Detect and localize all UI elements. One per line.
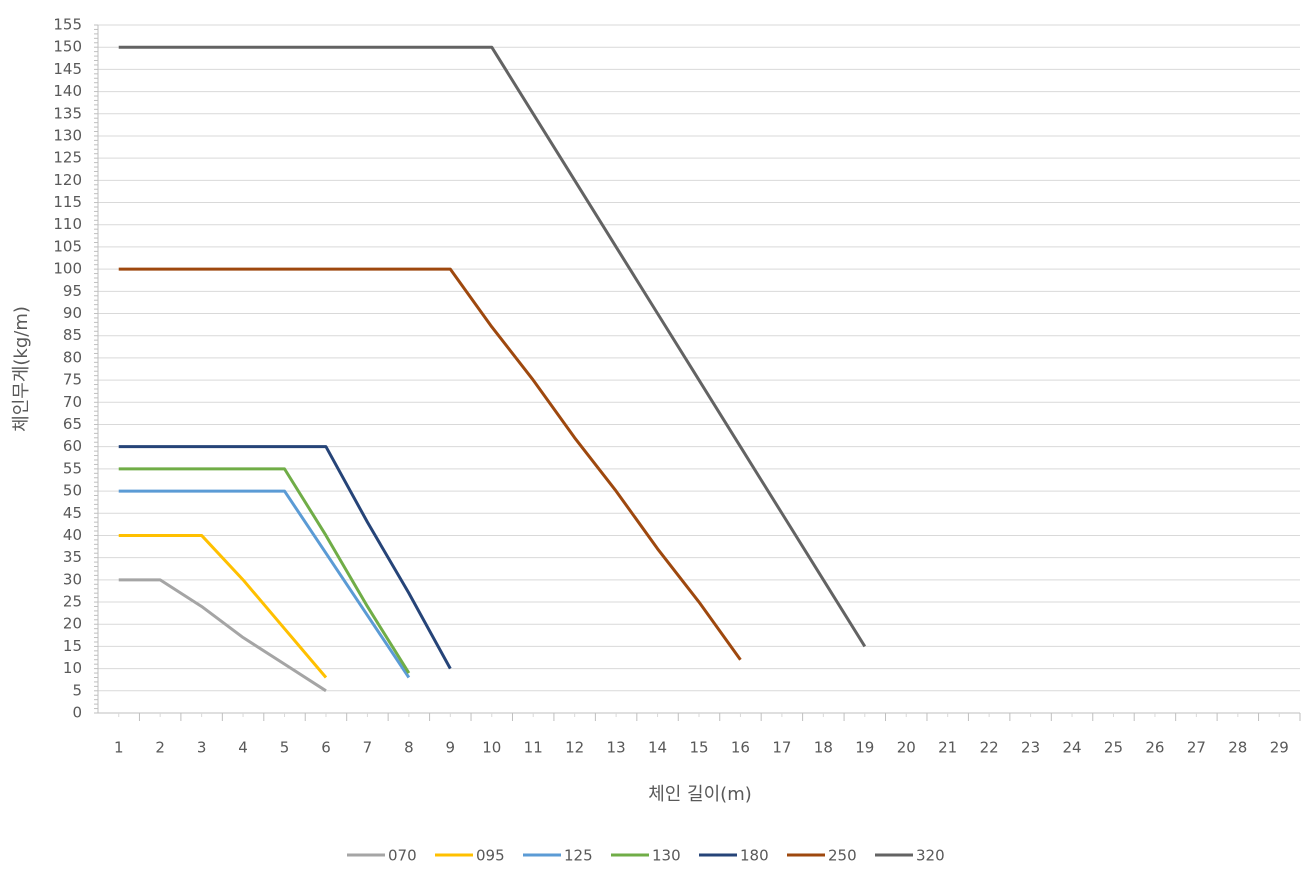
y-tick-label: 20 bbox=[63, 615, 82, 633]
y-tick-label: 125 bbox=[53, 149, 82, 167]
x-tick-label: 2 bbox=[155, 739, 165, 757]
x-tick-label: 23 bbox=[1021, 739, 1040, 757]
x-tick-label: 26 bbox=[1145, 739, 1164, 757]
x-tick-label: 28 bbox=[1228, 739, 1247, 757]
y-tick-label: 110 bbox=[53, 215, 82, 233]
legend-label: 180 bbox=[740, 847, 769, 865]
y-tick-label: 115 bbox=[53, 193, 82, 211]
legend-label: 095 bbox=[476, 847, 505, 865]
series-line bbox=[118, 489, 411, 679]
y-tick-label: 50 bbox=[63, 482, 82, 500]
y-tick-label: 10 bbox=[63, 659, 82, 677]
y-tick-label: 0 bbox=[72, 704, 82, 722]
legend-label: 130 bbox=[652, 847, 681, 865]
x-tick-label: 21 bbox=[938, 739, 957, 757]
y-tick-label: 40 bbox=[63, 526, 82, 544]
y-tick-label: 95 bbox=[63, 282, 82, 300]
y-tick-label: 150 bbox=[53, 38, 82, 56]
x-tick-label: 27 bbox=[1187, 739, 1206, 757]
x-tick-label: 17 bbox=[772, 739, 791, 757]
series-line bbox=[118, 578, 327, 693]
y-tick-label: 130 bbox=[53, 126, 82, 144]
y-tick-label: 70 bbox=[63, 393, 82, 411]
y-tick-label: 65 bbox=[63, 415, 82, 433]
series-line bbox=[118, 445, 452, 670]
y-axis-title: 체인무게(kg/m) bbox=[11, 306, 32, 432]
x-tick-label: 18 bbox=[814, 739, 833, 757]
y-tick-label: 135 bbox=[53, 104, 82, 122]
legend-label: 070 bbox=[388, 847, 417, 865]
x-tick-label: 19 bbox=[855, 739, 874, 757]
x-axis-title: 체인 길이(m) bbox=[648, 784, 752, 805]
legend-label: 125 bbox=[564, 847, 593, 865]
x-tick-label: 10 bbox=[482, 739, 501, 757]
x-tick-label: 12 bbox=[565, 739, 584, 757]
y-tick-label: 55 bbox=[63, 459, 82, 477]
legend-label: 320 bbox=[916, 847, 945, 865]
y-tick-label: 5 bbox=[72, 681, 82, 699]
x-tick-label: 3 bbox=[197, 739, 207, 757]
y-tick-label: 90 bbox=[63, 304, 82, 322]
series-line bbox=[118, 267, 742, 661]
y-tick-label: 30 bbox=[63, 570, 82, 588]
x-tick-label: 16 bbox=[731, 739, 750, 757]
y-tick-label: 140 bbox=[53, 82, 82, 100]
x-tick-label: 8 bbox=[404, 739, 414, 757]
series-line bbox=[118, 45, 867, 648]
x-tick-label: 24 bbox=[1062, 739, 1081, 757]
y-tick-label: 105 bbox=[53, 237, 82, 255]
x-tick-label: 22 bbox=[980, 739, 999, 757]
y-tick-label: 155 bbox=[53, 16, 82, 34]
y-tick-label: 25 bbox=[63, 593, 82, 611]
y-tick-label: 145 bbox=[53, 60, 82, 78]
x-tick-label: 1 bbox=[114, 739, 124, 757]
x-tick-label: 25 bbox=[1104, 739, 1123, 757]
series-line bbox=[118, 533, 328, 679]
y-tick-label: 15 bbox=[63, 637, 82, 655]
x-tick-label: 5 bbox=[280, 739, 290, 757]
x-tick-label: 4 bbox=[238, 739, 248, 757]
y-tick-label: 100 bbox=[53, 260, 82, 278]
y-tick-label: 35 bbox=[63, 548, 82, 566]
y-tick-label: 45 bbox=[63, 504, 82, 522]
y-tick-label: 120 bbox=[53, 171, 82, 189]
x-tick-label: 11 bbox=[524, 739, 543, 757]
legend-label: 250 bbox=[828, 847, 857, 865]
x-tick-label: 9 bbox=[446, 739, 456, 757]
y-tick-label: 85 bbox=[63, 326, 82, 344]
x-tick-label: 29 bbox=[1270, 739, 1289, 757]
y-tick-label: 60 bbox=[63, 437, 82, 455]
x-tick-label: 7 bbox=[363, 739, 373, 757]
x-tick-label: 20 bbox=[897, 739, 916, 757]
y-tick-label: 75 bbox=[63, 371, 82, 389]
series-line bbox=[118, 467, 411, 674]
x-tick-label: 13 bbox=[607, 739, 626, 757]
x-tick-label: 6 bbox=[321, 739, 331, 757]
x-tick-label: 15 bbox=[689, 739, 708, 757]
x-tick-label: 14 bbox=[648, 739, 667, 757]
y-tick-label: 80 bbox=[63, 348, 82, 366]
